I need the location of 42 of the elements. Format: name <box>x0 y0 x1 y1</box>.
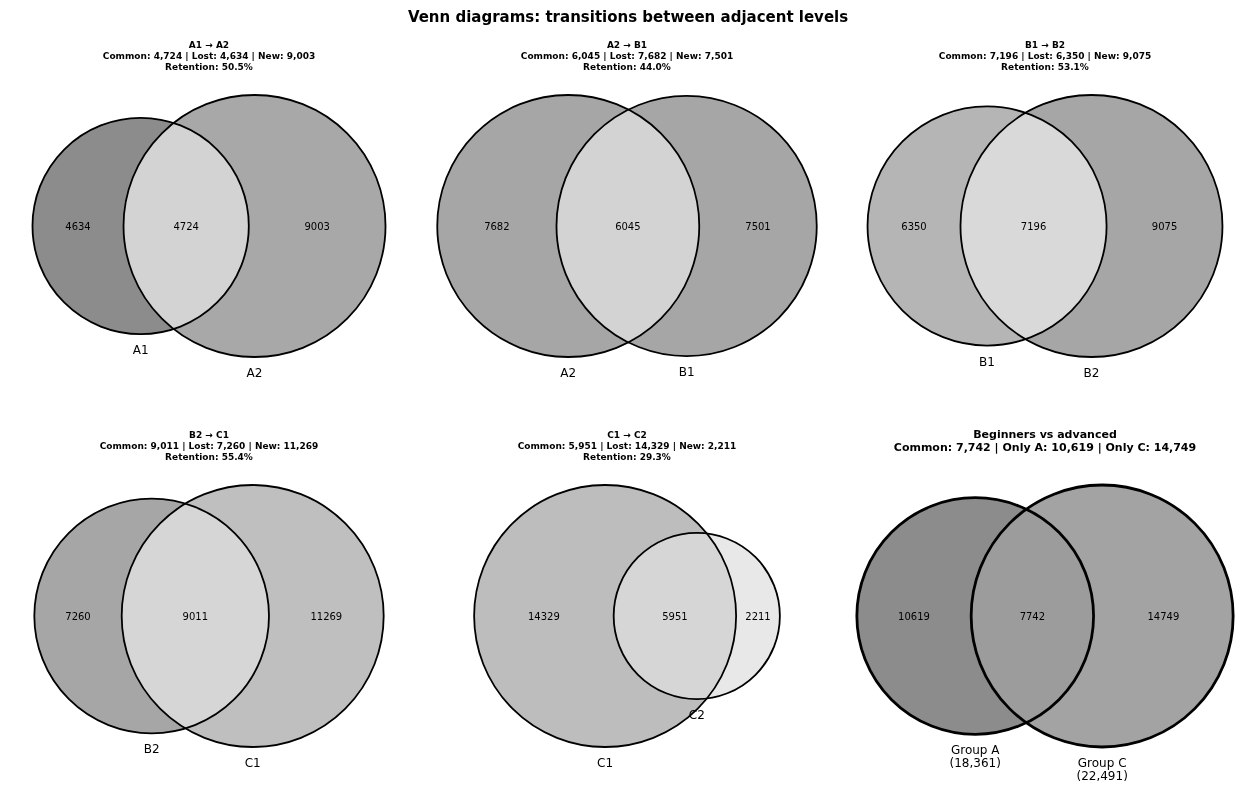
text: B2 → C1 <box>189 430 229 440</box>
category-label: B1 <box>979 354 995 369</box>
data-label: 5951 <box>662 611 688 622</box>
text: Common: 4,724 | Lost: 4,634 | New: 9,003 Retention: 50.5% <box>102 51 316 72</box>
category-label: C1 <box>597 756 614 770</box>
data-label: 7260 <box>65 611 91 622</box>
data-label: 6350 <box>901 221 927 232</box>
text: Common: 6,045 | Lost: 7,682 | New: 7,501 Retention: 44.0% <box>520 51 734 72</box>
data-label: 4634 <box>65 221 91 232</box>
text: Beginners vs advanced <box>973 428 1117 441</box>
text: A2 → B1 <box>606 40 648 50</box>
text: Venn diagrams: transitions between adjacent levels <box>407 8 849 26</box>
data-label: 9003 <box>304 221 330 232</box>
data-label: 7196 <box>1020 221 1047 232</box>
category-label: C1 <box>244 756 261 770</box>
data-label: 11269 <box>310 611 343 622</box>
data-label: 7682 <box>484 221 510 232</box>
data-label: 4724 <box>173 221 199 232</box>
text: Common: 7,196 | Lost: 6,350 | New: 9,075 Retention: 53.1% <box>938 51 1152 72</box>
category-label: B2 <box>1083 366 1100 380</box>
text: B1 → B2 <box>1024 40 1066 50</box>
category-label: Group C (22,491) <box>1076 756 1128 783</box>
data-label: 9075 <box>1151 221 1178 232</box>
category-label: B2 <box>143 742 160 757</box>
data-label: 6045 <box>615 221 641 232</box>
text: C1 → C2 <box>607 430 647 440</box>
category-label: A2 <box>246 366 263 380</box>
data-label: 7501 <box>745 221 771 232</box>
category-label: A1 <box>132 343 149 358</box>
data-label: 14329 <box>527 611 560 622</box>
category-label: Group A (18,361) <box>949 743 1001 771</box>
data-label: 7742 <box>1019 611 1046 622</box>
data-label: 10619 <box>898 611 930 622</box>
category-label: A2 <box>560 366 577 380</box>
data-label: 2211 <box>745 611 771 622</box>
text: A1 → A2 <box>188 40 230 50</box>
data-label: 9011 <box>182 611 209 622</box>
text: Common: 5,951 | Lost: 14,329 | New: 2,211 Retention: 29.3% <box>517 441 737 462</box>
text: Common: 7,742 | Only A: 10,619 | Only C: 14,749 <box>893 441 1197 454</box>
text: Common: 9,011 | Lost: 7,260 | New: 11,269 Retention: 55.4% <box>99 441 319 462</box>
category-label: B1 <box>678 365 695 380</box>
data-label: 14749 <box>1147 611 1180 622</box>
